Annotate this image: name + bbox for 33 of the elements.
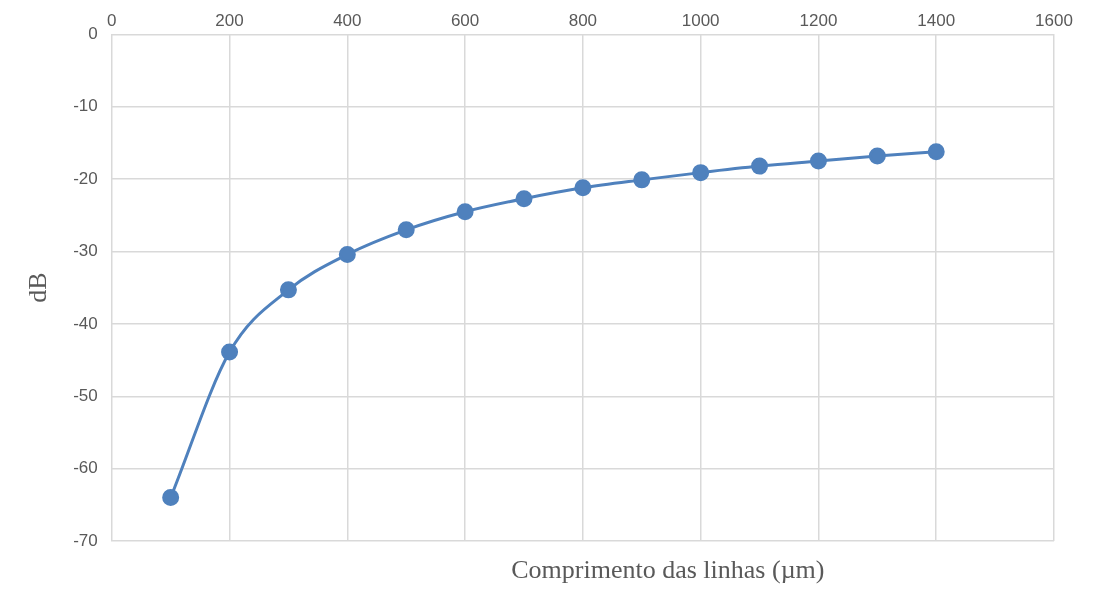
y-tick-label: -10 xyxy=(73,96,98,116)
x-axis-title: Comprimento das linhas (µm) xyxy=(511,554,825,584)
point xyxy=(751,157,769,175)
x-tick-label: 400 xyxy=(333,10,362,30)
point xyxy=(456,203,474,221)
y-tick-label: 0 xyxy=(88,24,98,44)
x-tick-label: 1400 xyxy=(917,10,956,30)
point xyxy=(574,179,592,197)
y-tick-label: -20 xyxy=(73,168,98,188)
y-tick-label: -70 xyxy=(73,530,98,550)
y-tick-label: -40 xyxy=(73,313,98,333)
point xyxy=(338,245,356,263)
y-tick-label: -30 xyxy=(73,241,98,261)
x-tick-label: 1200 xyxy=(799,10,838,30)
point xyxy=(692,164,710,182)
point xyxy=(162,489,180,507)
point xyxy=(221,343,239,361)
y-tick-label: -50 xyxy=(73,385,98,405)
point xyxy=(397,221,415,239)
y-tick-label: -60 xyxy=(73,458,98,478)
x-tick-label: 200 xyxy=(215,10,244,30)
y-axis-title: dB xyxy=(23,272,53,303)
x-tick-label: 1600 xyxy=(1035,10,1073,30)
point xyxy=(633,171,651,189)
point xyxy=(515,190,533,208)
point xyxy=(809,152,827,170)
x-tick-label: 600 xyxy=(450,10,480,30)
x-tick-label: 800 xyxy=(568,10,598,30)
point xyxy=(868,147,886,165)
x-tick-label: 0 xyxy=(107,10,117,30)
x-tick-label: 1000 xyxy=(681,10,720,30)
point xyxy=(927,143,945,161)
point xyxy=(279,281,297,299)
